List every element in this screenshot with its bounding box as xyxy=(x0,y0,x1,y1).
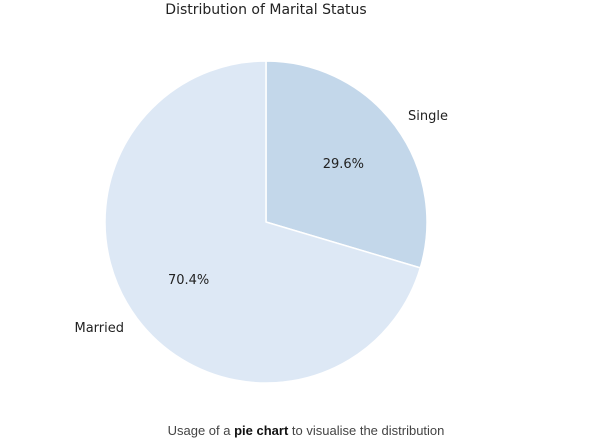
caption-bold: pie chart xyxy=(234,423,289,438)
pie-slice-single xyxy=(265,60,428,269)
pie-slice-married xyxy=(104,60,422,384)
pie-percent-label-married: 70.4% xyxy=(168,273,209,288)
caption-suffix: to visualise the distribution xyxy=(288,423,445,438)
pie-percent-label-single: 29.6% xyxy=(323,157,364,172)
pie-chart: Distribution of Marital Status 29.6% Sing… xyxy=(74,2,448,384)
pie-category-label-single: Single xyxy=(408,109,448,124)
chart-title: Distribution of Marital Status xyxy=(165,2,366,18)
pie-category-label-married: Married xyxy=(74,321,124,336)
caption-prefix: Usage of a xyxy=(167,423,235,438)
figure-caption: Usage of a pie chart to visualise the di… xyxy=(0,422,612,440)
